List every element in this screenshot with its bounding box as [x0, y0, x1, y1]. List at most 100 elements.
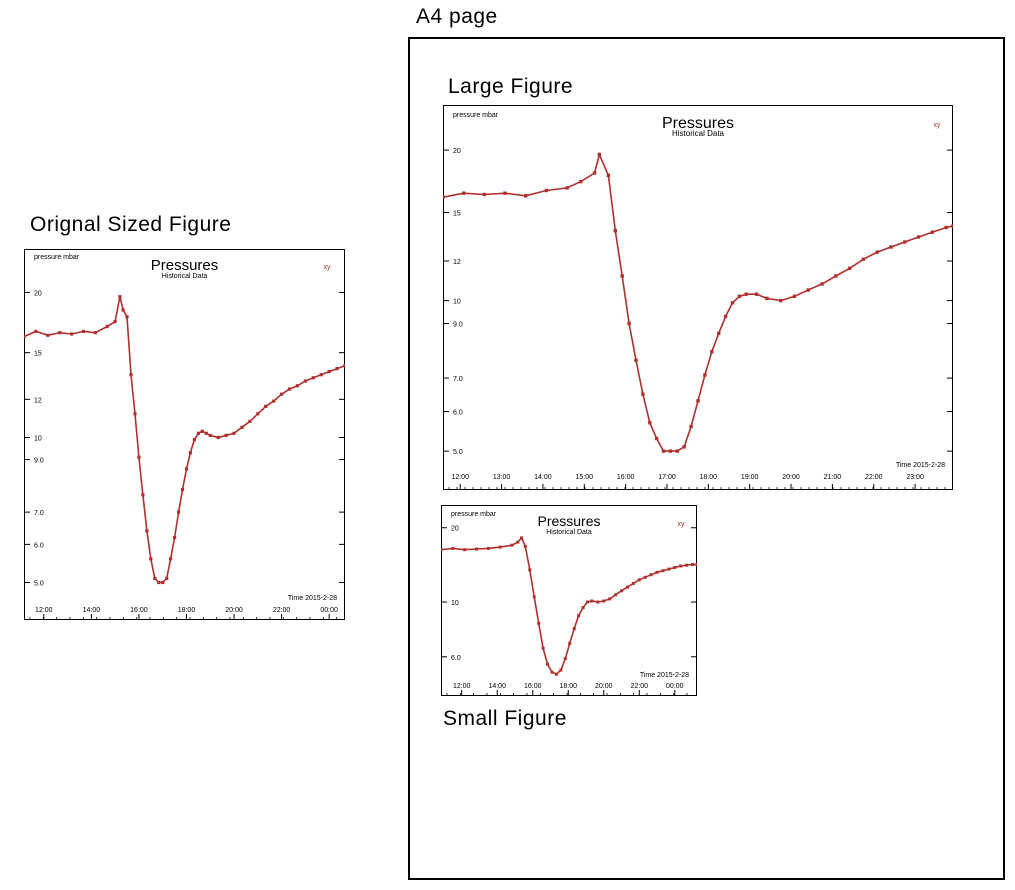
data-point	[754, 292, 759, 296]
data-point	[944, 225, 948, 230]
x-tick-label: 16:00	[617, 474, 635, 481]
a4-page-frame	[408, 37, 1005, 880]
data-point	[673, 566, 677, 569]
data-point	[930, 230, 934, 234]
data-point	[590, 599, 594, 603]
y-tick-label: 20	[34, 290, 42, 297]
data-point	[537, 621, 541, 625]
data-point	[691, 563, 695, 566]
data-point	[717, 331, 721, 336]
original-figure-caption: Orignal Sized Figure	[30, 213, 232, 236]
data-point	[667, 567, 671, 571]
x-tick-label: 12:00	[451, 474, 469, 481]
data-point	[141, 493, 145, 497]
data-point	[613, 229, 617, 233]
x-tick-label: 22:00	[631, 683, 649, 690]
data-point	[834, 274, 838, 278]
data-point	[34, 329, 38, 333]
data-point	[129, 373, 133, 377]
y-tick-label: 10	[451, 600, 459, 607]
data-point	[256, 412, 260, 416]
x-tick-label: 14:00	[534, 474, 552, 481]
y-axis-label: pressure mbar	[451, 511, 497, 518]
data-point	[24, 335, 26, 339]
y-tick-label: 7.0	[453, 376, 463, 383]
data-point	[169, 557, 173, 561]
chart-title: Pressures	[662, 115, 734, 132]
y-tick-label: 6.0	[453, 410, 463, 417]
data-point	[875, 250, 879, 254]
large-figure: 5.0 6.0 7.0 9.0 10 12 15 20 12:00 13:00 14:00 15:00…	[443, 105, 953, 490]
chart-title: Pressures	[151, 257, 219, 274]
data-point	[679, 564, 683, 568]
data-point	[572, 627, 576, 631]
data-point	[188, 451, 192, 455]
data-point	[81, 329, 85, 333]
y-tick-label: 9.0	[453, 321, 463, 328]
data-point	[498, 545, 502, 549]
data-point	[482, 192, 487, 197]
x-axis-label: Time 2015-2-28	[896, 462, 945, 469]
large-chart-svg: 5.0 6.0 7.0 9.0 10 12 15 20 12:00 13:00 14:00 15:00…	[443, 105, 953, 490]
chart-subtitle: Historical Data	[162, 273, 208, 280]
legend-label: xy	[934, 122, 942, 129]
data-point	[232, 431, 236, 435]
x-tick-label: 18:00	[700, 474, 718, 481]
data-point	[563, 657, 567, 661]
x-tick-label: 00:00	[666, 683, 684, 690]
data-point	[620, 274, 624, 278]
data-point	[280, 392, 284, 396]
y-tick-label: 5.0	[34, 581, 44, 588]
data-point	[335, 367, 339, 371]
data-point	[568, 641, 572, 645]
data-point	[649, 573, 653, 577]
x-tick-label: 22:00	[865, 474, 883, 481]
y-tick-label: 15	[453, 211, 461, 218]
data-point	[520, 536, 523, 540]
data-point	[951, 224, 953, 228]
y-axis-label: pressure mbar	[453, 112, 499, 119]
data-point	[581, 606, 585, 609]
y-tick-label: 10	[453, 299, 461, 306]
data-point	[648, 421, 652, 425]
data-point	[516, 540, 520, 544]
data-point	[165, 576, 169, 580]
data-point	[579, 179, 583, 184]
data-point	[792, 294, 797, 298]
data-point	[137, 455, 141, 459]
data-point	[606, 173, 611, 178]
data-point	[319, 373, 323, 377]
data-point	[58, 331, 62, 335]
data-point	[443, 195, 445, 199]
y-tick-label: 5.0	[453, 449, 463, 456]
data-point	[510, 543, 514, 547]
y-tick-label: 12	[453, 259, 461, 266]
small-figure-caption: Small Figure	[443, 707, 567, 730]
data-point	[806, 288, 810, 292]
data-point	[248, 419, 252, 423]
x-tick-label: 23:00	[906, 474, 924, 481]
legend-label: xy	[678, 521, 686, 528]
data-point	[916, 235, 921, 239]
data-point	[861, 257, 866, 261]
data-point	[544, 188, 549, 193]
x-tick-label: 12:00	[35, 607, 53, 614]
data-point	[311, 376, 315, 380]
data-point	[614, 593, 618, 597]
data-point	[113, 320, 117, 324]
chart-frame	[443, 105, 953, 490]
chart-title: Pressures	[537, 513, 600, 529]
data-point	[737, 294, 742, 298]
data-point	[655, 570, 659, 574]
large-figure-caption: Large Figure	[448, 75, 574, 98]
data-point	[730, 301, 735, 305]
x-tick-label: 20:00	[595, 683, 613, 690]
data-point	[710, 350, 714, 354]
data-point	[631, 581, 635, 585]
data-point	[634, 358, 638, 362]
y-tick-label: 10	[34, 435, 42, 442]
chart-frame	[441, 505, 697, 696]
data-point	[695, 563, 697, 566]
data-point	[661, 449, 666, 453]
data-point	[204, 431, 208, 435]
